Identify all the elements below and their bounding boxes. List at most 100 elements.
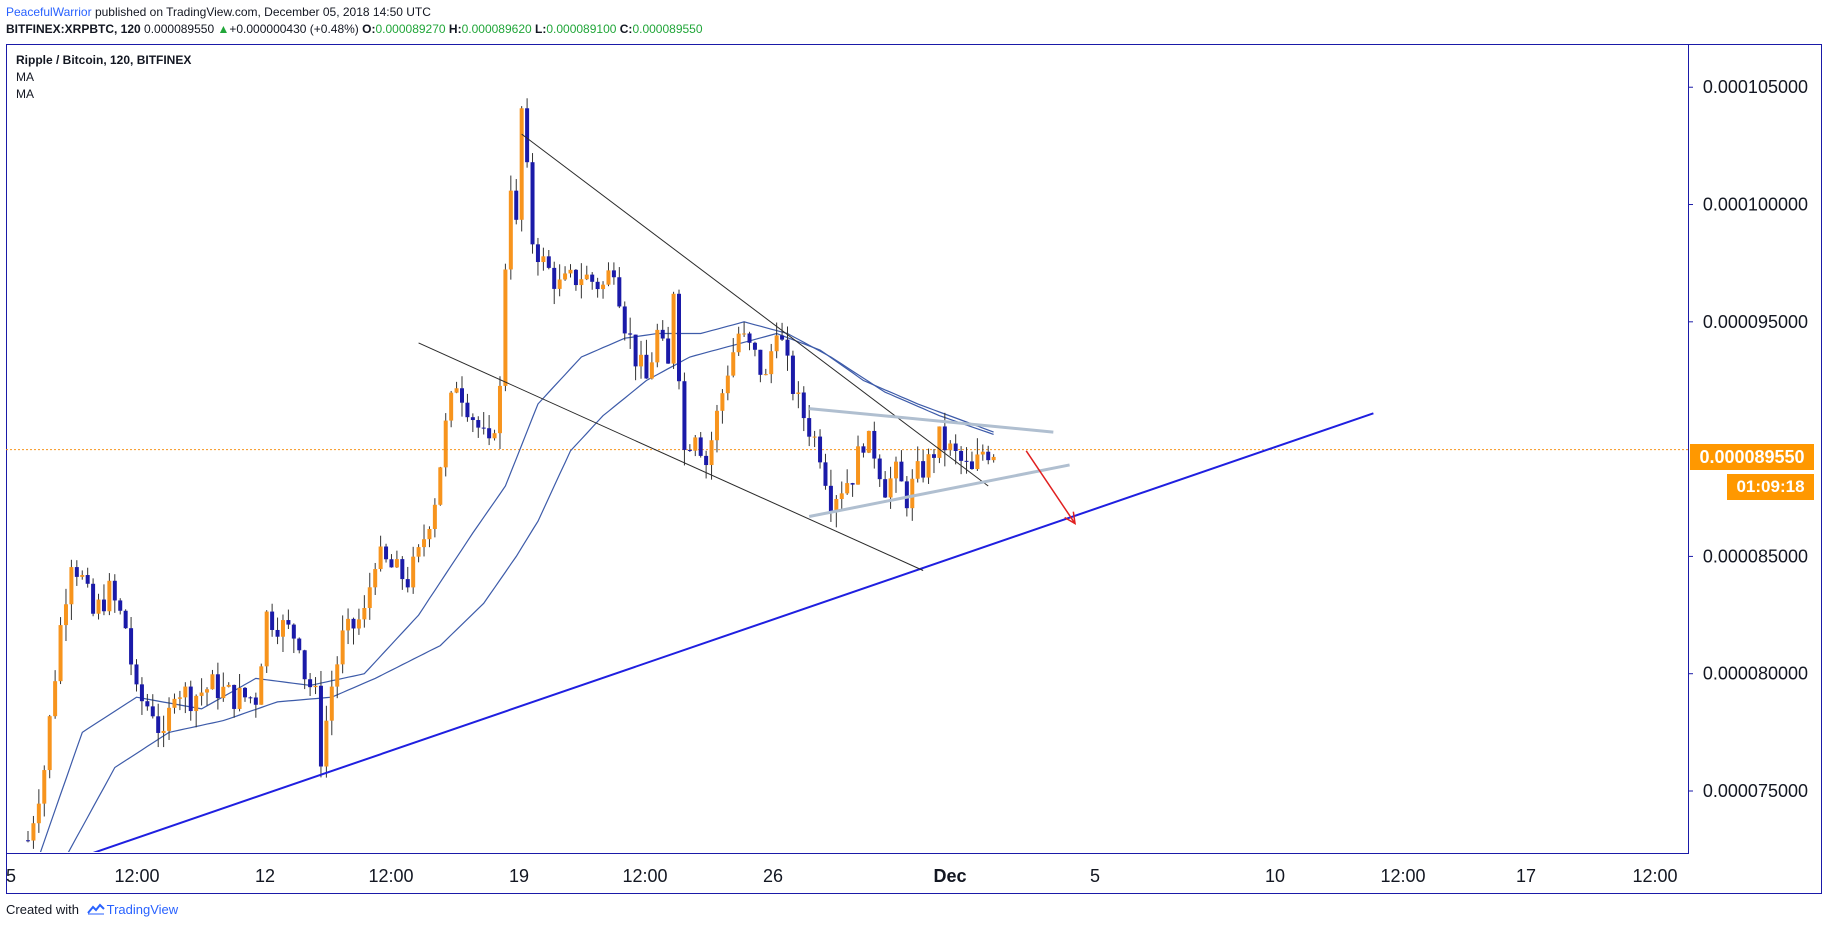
chart-legend: Ripple / Bitcoin, 120, BITFINEX MA MA xyxy=(16,52,191,103)
candle xyxy=(763,368,768,376)
candle-body xyxy=(633,334,638,367)
candle xyxy=(167,697,172,741)
candle xyxy=(101,584,106,616)
candle-body xyxy=(497,385,502,434)
legend-ma-2[interactable]: MA xyxy=(16,87,34,101)
candle-body xyxy=(720,393,725,411)
candle xyxy=(91,578,96,617)
candle xyxy=(150,694,155,719)
candle-body xyxy=(894,461,898,479)
candle xyxy=(248,696,253,704)
candle-body xyxy=(856,446,861,485)
candle-body xyxy=(460,388,464,403)
candle-body xyxy=(346,618,351,631)
legend-title: Ripple / Bitcoin, 120, BITFINEX xyxy=(16,53,192,67)
candle xyxy=(709,431,714,480)
candle-body xyxy=(546,256,551,268)
candle-body xyxy=(221,686,226,699)
candle xyxy=(926,448,931,484)
candle xyxy=(655,323,660,368)
candle xyxy=(677,289,681,390)
candle-body xyxy=(807,418,812,437)
candle-body xyxy=(834,498,839,512)
close-value: 0.000089550 xyxy=(632,22,703,36)
candle xyxy=(243,687,247,702)
candle-body xyxy=(324,720,329,767)
candle xyxy=(232,684,237,718)
candle xyxy=(790,350,795,401)
candle-body xyxy=(53,681,58,717)
candle xyxy=(367,572,372,620)
candle-body xyxy=(400,559,405,580)
candle xyxy=(649,352,654,380)
tradingview-brand-link[interactable]: TradingView xyxy=(106,902,179,917)
candle xyxy=(573,268,578,291)
candle-body xyxy=(850,483,855,485)
candle xyxy=(557,264,562,297)
candle xyxy=(714,404,719,453)
candle xyxy=(297,637,302,654)
y-tick-label: 0.000075000 xyxy=(1703,781,1808,801)
candle xyxy=(986,445,991,465)
candle-body xyxy=(595,281,600,290)
candle xyxy=(736,326,741,356)
candle-body xyxy=(503,269,508,386)
candle xyxy=(351,617,356,645)
candle xyxy=(492,429,497,441)
candle-body xyxy=(866,430,871,453)
candle-body xyxy=(264,611,269,667)
candle xyxy=(422,524,427,557)
x-tick-label: 17 xyxy=(1516,866,1536,886)
candle xyxy=(991,454,996,463)
candle-body xyxy=(63,604,68,626)
candle-body xyxy=(96,599,101,614)
y-tick-label: 0.000095000 xyxy=(1703,312,1808,332)
candle xyxy=(53,670,58,719)
candle xyxy=(123,609,128,629)
candle-body xyxy=(682,381,687,450)
x-tick-label: 19 xyxy=(509,866,529,886)
candle xyxy=(378,535,383,572)
candle-body xyxy=(818,436,823,463)
candle-body xyxy=(514,190,519,220)
candle xyxy=(205,687,210,706)
candle-body xyxy=(872,430,877,459)
triangle-lower-line xyxy=(808,463,1070,519)
legend-ma-1[interactable]: MA xyxy=(16,70,34,84)
candle xyxy=(622,301,627,341)
candle xyxy=(74,560,79,586)
candle-body xyxy=(742,333,747,335)
candle-body xyxy=(986,451,991,461)
candle xyxy=(693,434,698,457)
candle xyxy=(481,412,486,435)
candle-body xyxy=(584,274,589,280)
change-up-icon: ▲ xyxy=(217,22,230,36)
x-tick-label: 26 xyxy=(763,866,783,886)
candle xyxy=(476,416,481,438)
candle-body xyxy=(698,437,703,456)
candle xyxy=(687,444,692,453)
candle xyxy=(172,693,177,714)
candle-body xyxy=(508,190,513,270)
candle-body xyxy=(519,108,524,220)
candle xyxy=(145,693,150,711)
author-link[interactable]: PeacefulWarrior xyxy=(6,5,92,19)
low-label: L: xyxy=(535,22,547,36)
x-tick-label: 12:00 xyxy=(1632,866,1677,886)
candle-body xyxy=(666,338,671,364)
candle-body xyxy=(628,333,633,335)
candle-body xyxy=(736,333,741,353)
candle-body xyxy=(687,449,692,451)
x-tick-label: Dec xyxy=(933,866,966,886)
candle-body xyxy=(714,410,719,441)
candle-body xyxy=(183,686,188,698)
candle xyxy=(112,574,117,613)
candle xyxy=(975,438,980,471)
candle-body xyxy=(150,706,155,717)
candle xyxy=(828,469,833,522)
candle-body xyxy=(801,392,806,419)
candle xyxy=(80,570,85,580)
candle-body xyxy=(731,352,736,376)
candle xyxy=(96,593,101,620)
